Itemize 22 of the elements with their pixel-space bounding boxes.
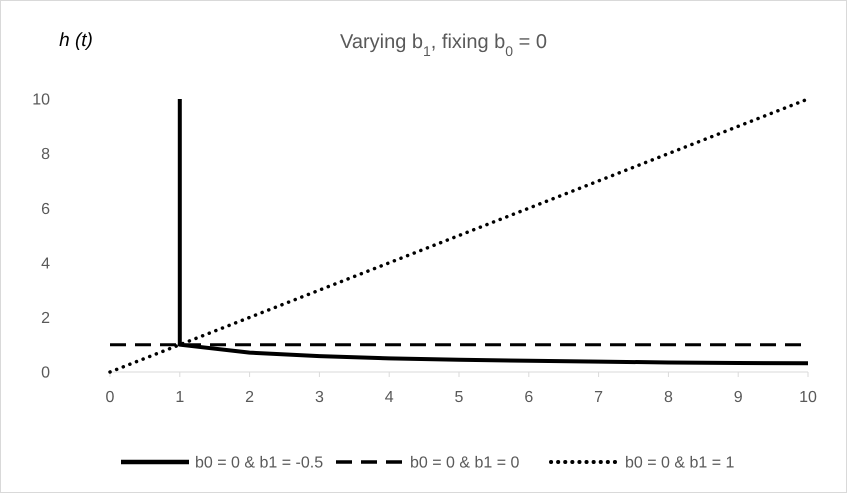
y-tick-label: 2 [41,310,50,327]
x-tick-label: 9 [734,389,743,406]
chart-title: Varying b$_{1}$, fixing b$_{0}$ = 0 [340,31,548,59]
x-tick-label: 4 [384,389,394,406]
x-tick-label: 6 [524,389,534,406]
legend-label: b0 = 0 & b1 = 0 [410,454,520,472]
x-tick-label: 7 [594,389,604,406]
x-tick-label: 1 [175,389,184,406]
legend-label: b0 = 0 & b1 = 1 [625,454,735,472]
x-tick-label: 8 [664,389,673,406]
x-tick-label: 10 [799,389,817,406]
x-tick-label: 3 [314,389,324,406]
y-axis-title: h (t) [59,30,93,51]
legend-label: b0 = 0 & b1 = -0.5 [195,454,324,472]
x-tick-label: 5 [454,389,464,406]
y-tick-label: 8 [41,146,50,164]
y-tick-label: 6 [41,200,50,218]
y-tick-label: 0 [41,364,50,382]
y-tick-label: 10 [32,92,50,109]
x-tick-label: 2 [245,389,254,406]
y-tick-label: 4 [41,255,50,272]
x-tick-label: 0 [106,389,115,406]
